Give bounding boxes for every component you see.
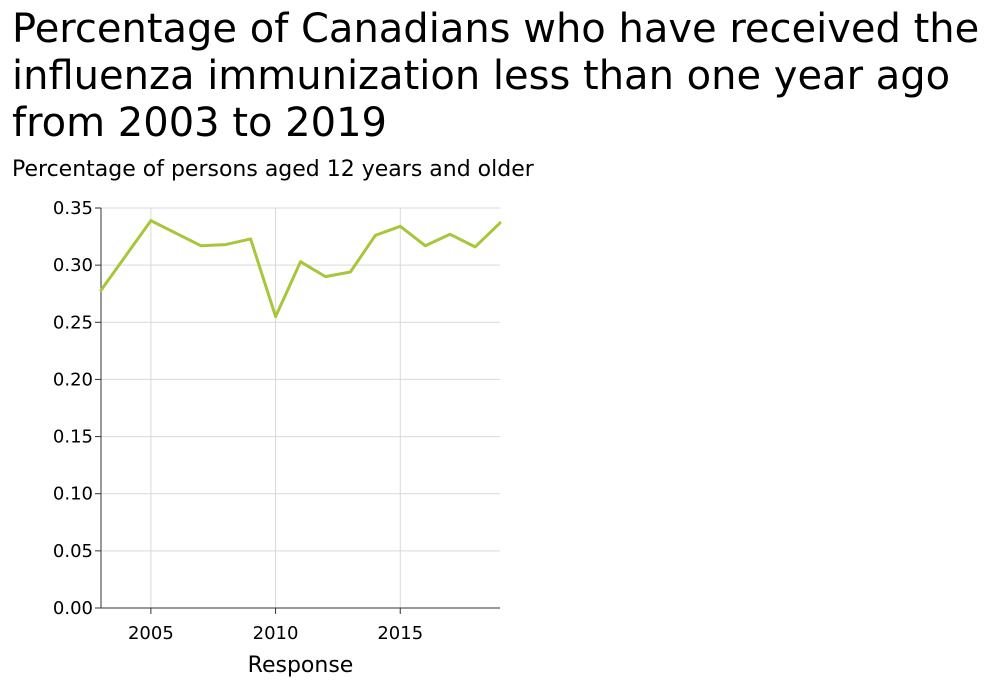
y-tick-label: 0.35 xyxy=(53,198,93,219)
y-tick-label: 0.30 xyxy=(53,255,93,276)
series-layer xyxy=(99,219,502,319)
y-tick-label: 0.20 xyxy=(53,369,93,390)
y-tick-label: 0.00 xyxy=(53,598,93,619)
y-tick-label: 0.05 xyxy=(53,541,93,562)
x-axis-title: Response xyxy=(248,653,354,678)
y-tick-label: 0.10 xyxy=(53,484,93,505)
tick-labels: 0.00 0.05 0.10 0.15 0.20 0.25 0.30 0.35 2005 2010… xyxy=(53,198,423,644)
x-tick-label: 2010 xyxy=(253,623,299,644)
y-tick-label: 0.15 xyxy=(53,427,93,448)
y-tick-label: 0.25 xyxy=(53,312,93,333)
series-line xyxy=(99,219,502,319)
chart-title: Percentage of Canadians who have receive… xyxy=(12,6,980,146)
y-axis-title: Percentage of persons aged 12 years and … xyxy=(12,157,534,182)
x-tick-label: 2015 xyxy=(377,623,423,644)
axes xyxy=(95,207,500,614)
gridlines xyxy=(101,207,500,608)
x-tick-label: 2005 xyxy=(128,623,174,644)
